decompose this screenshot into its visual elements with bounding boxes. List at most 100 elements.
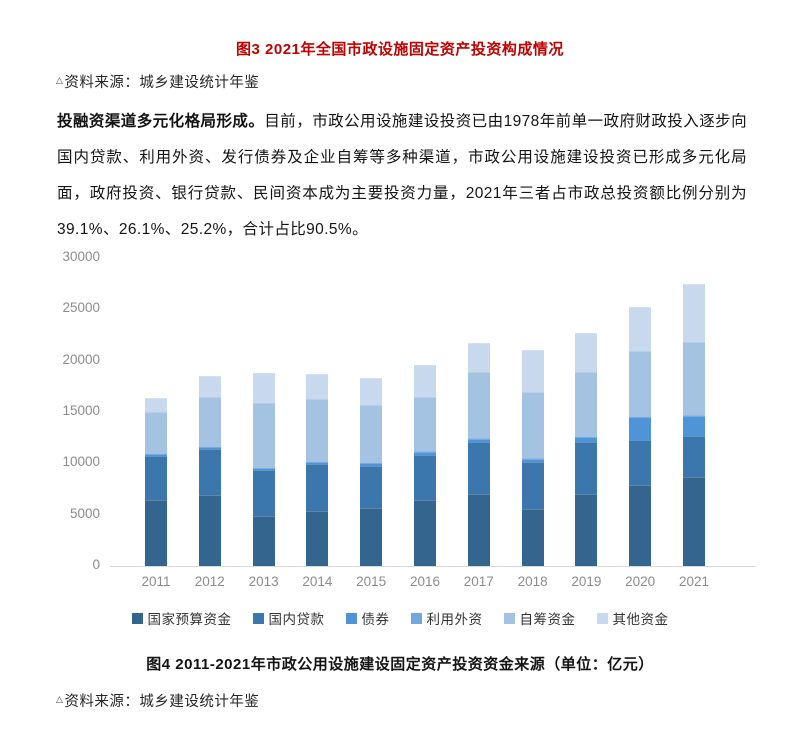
paragraph-lead-bold: 投融资渠道多元化格局形成。 <box>57 113 265 130</box>
bar-segment-series-0 <box>198 495 221 566</box>
bar-segment-series-2 <box>467 438 490 443</box>
bar-2015 <box>360 378 383 566</box>
bar-segment-series-2 <box>575 436 598 443</box>
y-axis-label: 20000 <box>62 351 100 367</box>
bar-segment-series-1 <box>414 454 436 500</box>
bar-segment-series-0 <box>575 493 598 566</box>
bar-segment-series-4 <box>360 405 383 464</box>
bar-segment-series-1 <box>360 465 383 509</box>
bar-2020 <box>629 306 652 566</box>
legend-swatch-icon <box>252 612 264 624</box>
x-axis-line <box>110 566 756 567</box>
bar-segment-series-5 <box>467 342 490 373</box>
bar-2014 <box>306 374 329 566</box>
x-axis-label: 2016 <box>409 574 441 589</box>
bar-2011 <box>145 398 167 566</box>
bar-segment-series-2 <box>306 462 329 465</box>
legend-label: 债券 <box>361 612 390 627</box>
x-axis-label: 2017 <box>463 574 494 589</box>
legend-item-3: 利用外资 <box>410 608 483 628</box>
legend-item-0: 国家预算资金 <box>131 608 232 628</box>
bar-segment-series-0 <box>252 515 275 566</box>
bar-2016 <box>414 365 436 566</box>
bar-segment-series-4 <box>467 372 490 439</box>
legend-label: 其他资金 <box>612 612 669 627</box>
chart-legend: 国家预算资金 国内贷款 债券 利用外资 自筹资金 其他资金 <box>0 608 800 628</box>
y-axis-label: 25000 <box>62 300 100 316</box>
x-axis-label: 2019 <box>571 574 602 589</box>
source-note-top-text: 资料来源：城乡建设统计年鉴 <box>64 75 260 91</box>
legend-item-4: 自筹资金 <box>503 608 576 628</box>
bar-2019 <box>575 332 598 566</box>
bar-segment-series-2 <box>198 447 221 449</box>
legend-swatch-icon <box>503 612 515 624</box>
legend-label: 国家预算资金 <box>147 612 232 627</box>
paragraph-body-text: 目前，市政公用设施建设投资已由1978年前单一政府财政投入逐步向国内贷款、利用外… <box>57 113 747 238</box>
bar-segment-series-1 <box>683 436 705 478</box>
bar-segment-series-2 <box>521 458 544 463</box>
bar-segment-series-4 <box>252 403 275 469</box>
bar-segment-series-2 <box>683 415 705 437</box>
bar-segment-series-5 <box>252 373 275 404</box>
bar-segment-series-5 <box>145 398 167 412</box>
x-axis-label: 2013 <box>248 574 279 589</box>
bar-segment-series-2 <box>252 468 275 471</box>
bar-segment-series-4 <box>306 399 329 462</box>
y-axis-label: 15000 <box>62 403 100 418</box>
figure3-title: 图3 2021年全国市政设施固定资产投资构成情况 <box>236 41 564 58</box>
bar-segment-series-5 <box>683 284 705 342</box>
bar-segment-series-0 <box>360 508 383 566</box>
bar-segment-series-4 <box>145 411 167 454</box>
bar-segment-series-2 <box>414 451 436 455</box>
legend-swatch-icon <box>345 612 357 624</box>
bar-segment-series-2 <box>360 463 383 466</box>
bar-2017 <box>467 342 490 566</box>
bar-segment-series-0 <box>683 477 705 566</box>
source-note-bottom: △资料来源：城乡建设统计年鉴 <box>56 690 259 711</box>
bar-segment-series-4 <box>629 351 652 417</box>
x-axis-label: 2014 <box>302 574 333 589</box>
footnote-triangle-icon: △ <box>56 694 64 704</box>
bar-segment-series-5 <box>414 365 436 397</box>
footnote-triangle-icon: △ <box>56 75 64 85</box>
x-axis-label: 2012 <box>194 574 225 589</box>
bar-segment-series-5 <box>198 376 221 398</box>
bar-segment-series-5 <box>360 378 383 406</box>
bar-segment-series-2 <box>629 416 652 441</box>
legend-item-2: 债券 <box>345 608 390 628</box>
bar-segment-series-5 <box>575 332 598 372</box>
x-axis-label: 2020 <box>625 574 656 589</box>
bar-segment-series-1 <box>252 470 275 516</box>
legend-item-5: 其他资金 <box>596 608 669 628</box>
bar-2012 <box>198 376 221 566</box>
bar-segment-series-1 <box>145 455 167 501</box>
figure4-caption: 图4 2011-2021年市政公用设施建设固定资产投资资金来源（单位：亿元） <box>146 656 654 673</box>
legend-label: 利用外资 <box>426 612 483 627</box>
bar-2013 <box>252 373 275 566</box>
legend-label: 国内贷款 <box>268 612 325 627</box>
legend-swatch-icon <box>596 612 608 624</box>
bar-segment-series-0 <box>414 499 436 566</box>
bar-segment-series-1 <box>306 464 329 511</box>
y-axis-label: 0 <box>92 557 100 572</box>
y-axis-label: 10000 <box>62 454 100 470</box>
legend-swatch-icon <box>410 612 422 624</box>
x-axis-label: 2018 <box>517 574 548 589</box>
bar-segment-series-1 <box>521 462 544 509</box>
y-axis-label: 30000 <box>62 249 100 264</box>
bar-segment-series-0 <box>306 510 329 566</box>
bar-segment-series-4 <box>198 397 221 447</box>
legend-swatch-icon <box>131 612 143 624</box>
x-axis-label: 2021 <box>678 574 710 589</box>
bar-segment-series-4 <box>414 396 436 452</box>
bar-segment-series-0 <box>521 508 544 566</box>
source-note-bottom-text: 资料来源：城乡建设统计年鉴 <box>64 694 260 710</box>
bar-2018 <box>521 350 544 566</box>
bar-segment-series-5 <box>629 306 652 351</box>
bar-segment-series-0 <box>145 500 167 566</box>
bar-segment-series-5 <box>306 374 329 400</box>
bar-segment-series-4 <box>683 341 705 416</box>
bar-segment-series-0 <box>629 485 652 566</box>
body-paragraph: 投融资渠道多元化格局形成。目前，市政公用设施建设投资已由1978年前单一政府财政… <box>57 104 747 248</box>
